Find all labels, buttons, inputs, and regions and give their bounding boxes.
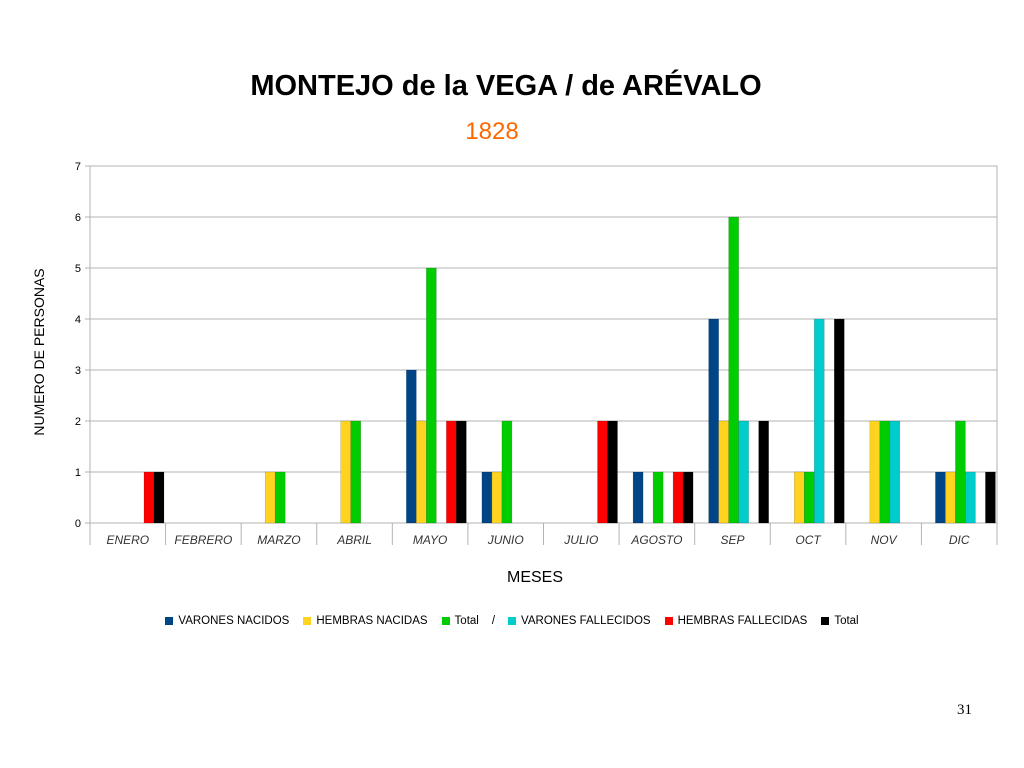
bar	[652, 471, 664, 524]
bar	[794, 471, 805, 524]
legend-label: HEMBRAS NACIDAS	[316, 615, 428, 627]
x-tick-labels: ENERO FEBRERO MARZO ABRIL MAYO JUNIO JULIO AGOS…	[106, 533, 969, 547]
bar	[682, 471, 694, 524]
legend-item: HEMBRAS NACIDAS	[303, 615, 428, 627]
bar	[889, 420, 901, 524]
y-tick-label: 2	[75, 416, 81, 428]
legend-item: VARONES NACIDOS	[165, 615, 289, 627]
x-tick-label: DIC	[949, 533, 970, 547]
bar	[143, 471, 155, 524]
x-tick-label: ENERO	[106, 533, 149, 547]
x-tick-label: SEP	[720, 533, 744, 547]
page-number: 31	[957, 702, 972, 718]
legend-item: Total	[441, 615, 479, 627]
legend-label: Total	[454, 615, 479, 627]
legend-item: VARONES FALLECIDOS	[508, 615, 651, 627]
bar	[274, 471, 286, 524]
bar	[758, 420, 769, 524]
bar	[935, 471, 946, 524]
y-tick-label: 0	[75, 518, 81, 530]
y-tick-label: 3	[75, 365, 81, 377]
bar	[501, 420, 513, 524]
legend-label: VARONES FALLECIDOS	[521, 615, 651, 627]
x-tick-label: OCT	[795, 533, 822, 547]
legend-swatch	[441, 617, 450, 625]
bar	[879, 420, 891, 524]
chart-subtitle: 1828	[465, 118, 519, 145]
x-tick-label: JULIO	[563, 533, 598, 547]
legend-swatch	[165, 617, 174, 625]
bar	[446, 420, 457, 524]
bar	[804, 471, 815, 524]
chart-title: MONTEJO de la VEGA / de ARÉVALO	[250, 70, 762, 102]
legend-swatch	[821, 617, 830, 625]
bar	[718, 420, 729, 524]
axes	[85, 165, 998, 545]
x-tick-label: MARZO	[257, 533, 300, 547]
gridlines	[90, 165, 997, 524]
legend-separator: /	[491, 615, 496, 627]
y-tick-labels: 0 1 2 3 4 5 6 7	[75, 161, 81, 530]
bar	[607, 420, 618, 524]
y-tick-label: 4	[75, 314, 81, 326]
bar	[814, 318, 825, 524]
legend: VARONES NACIDOS HEMBRAS NACIDAS Total / VARO…	[0, 615, 1024, 627]
y-tick-label: 5	[75, 263, 81, 275]
x-axis-title: MESES	[507, 569, 563, 586]
bar	[350, 420, 361, 524]
legend-swatch	[664, 617, 673, 625]
x-tick-label: NOV	[871, 533, 898, 547]
bar	[965, 471, 976, 524]
y-tick-label: 1	[75, 467, 81, 479]
x-tick-label: AGOSTO	[630, 533, 682, 547]
legend-label: VARONES NACIDOS	[178, 615, 290, 627]
bar	[264, 471, 276, 524]
bar	[406, 369, 417, 524]
bar	[632, 471, 644, 524]
bar	[416, 420, 427, 524]
x-tick-label: FEBRERO	[174, 533, 232, 547]
plot-area-border	[89, 165, 998, 524]
bar	[985, 471, 996, 524]
bar	[153, 471, 165, 524]
bar	[955, 420, 966, 524]
legend-swatch	[303, 617, 312, 625]
y-tick-label: 7	[75, 161, 81, 173]
bar	[456, 420, 467, 524]
legend-swatch	[508, 617, 517, 625]
bar	[597, 420, 608, 524]
bar	[491, 471, 503, 524]
x-tick-label: JUNIO	[487, 533, 524, 547]
x-tick-label: ABRIL	[336, 533, 372, 547]
bars	[143, 216, 996, 524]
bar-chart: 0 1 2 3 4 5 6 7 ENERO FEBRERO MARZO ABRIL MAYO JUNIO…	[31, 161, 998, 586]
legend-label: HEMBRAS FALLECIDAS	[677, 615, 808, 627]
bar	[834, 318, 845, 524]
bar	[945, 471, 956, 524]
legend-label: Total	[834, 615, 859, 627]
bar	[869, 420, 881, 524]
bar	[481, 471, 493, 524]
y-tick-label: 6	[75, 212, 81, 224]
bar	[728, 216, 739, 524]
legend-item: HEMBRAS FALLECIDAS	[664, 615, 808, 627]
bar	[340, 420, 351, 524]
bar	[738, 420, 749, 524]
legend-item: Total	[821, 615, 859, 627]
bar	[708, 318, 719, 524]
bar	[672, 471, 684, 524]
y-axis-title: NUMERO DE PERSONAS	[31, 268, 47, 435]
bar	[426, 267, 437, 524]
x-tick-label: MAYO	[413, 533, 447, 547]
